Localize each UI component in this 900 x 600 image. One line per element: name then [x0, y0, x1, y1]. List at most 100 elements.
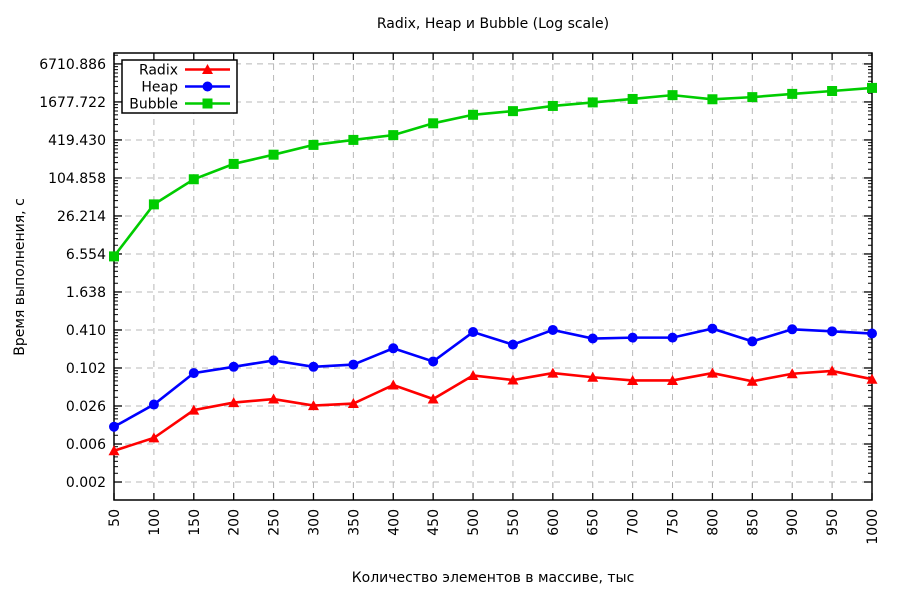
data-point-bubble: [747, 92, 758, 103]
data-point-bubble: [587, 97, 598, 108]
y-tick-label: 1.638: [66, 285, 106, 301]
data-point-radix: [467, 369, 479, 380]
x-tick-label: 700: [626, 509, 642, 536]
data-point-radix: [427, 393, 439, 404]
data-point-radix: [108, 445, 120, 456]
series-line-radix: [113, 369, 873, 453]
legend-label-bubble: Bubble: [129, 97, 178, 113]
y-tick-label: 6.554: [66, 247, 106, 263]
data-point-heap: [827, 326, 838, 337]
x-tick-label: 650: [586, 509, 602, 536]
data-point-heap: [109, 421, 119, 432]
data-point-bubble: [308, 139, 319, 150]
data-point-bubble: [228, 158, 239, 169]
data-point-radix: [627, 374, 639, 385]
y-tick-label: 0.002: [66, 475, 106, 491]
data-point-radix: [667, 374, 679, 385]
data-point-radix: [547, 367, 559, 378]
data-point-heap: [587, 333, 598, 344]
chart-title: Radix, Heap и Bubble (Log scale): [376, 16, 610, 32]
y-tick-label: 0.006: [66, 437, 106, 453]
data-point-heap: [468, 327, 479, 338]
data-point-bubble: [547, 100, 558, 111]
x-tick-label: 950: [825, 509, 841, 536]
data-point-heap: [547, 324, 558, 335]
x-tick-label: 900: [785, 509, 801, 536]
data-point-heap: [268, 355, 279, 366]
data-point-bubble: [507, 106, 518, 117]
x-tick-label: 1000: [865, 509, 881, 545]
data-point-heap: [867, 328, 877, 339]
x-axis-label: Количество элементов в массиве, тыс: [351, 570, 635, 586]
data-point-radix: [148, 432, 160, 443]
x-tick-label: 100: [147, 509, 163, 536]
data-point-bubble: [428, 118, 439, 129]
y-tick-label: 0.410: [66, 323, 106, 339]
legend-triangle-icon: [202, 64, 213, 74]
data-point-bubble: [867, 82, 877, 93]
data-point-bubble: [468, 109, 479, 120]
x-tick-label: 600: [546, 509, 562, 536]
x-tick-label: 500: [466, 509, 482, 536]
data-point-heap: [228, 361, 239, 372]
legend-label-heap: Heap: [141, 80, 178, 96]
data-point-radix: [786, 368, 798, 379]
data-point-bubble: [707, 94, 718, 105]
x-tick-label: 150: [187, 509, 203, 536]
x-tick-label: 400: [386, 509, 402, 536]
x-tick-label: 750: [666, 509, 682, 536]
data-point-heap: [507, 339, 518, 350]
data-point-bubble: [627, 93, 638, 104]
data-point-heap: [787, 324, 798, 335]
data-point-bubble: [667, 90, 678, 101]
data-point-radix: [826, 365, 838, 376]
plot-border: [113, 52, 873, 501]
y-tick-label: 26.214: [57, 209, 106, 225]
data-point-heap: [188, 368, 199, 379]
data-point-radix: [188, 404, 200, 415]
data-point-radix: [866, 373, 878, 384]
x-tick-label: 550: [506, 509, 522, 536]
x-tick-label: 450: [426, 509, 442, 536]
y-tick-label: 104.858: [48, 171, 106, 187]
data-point-bubble: [148, 199, 159, 210]
data-point-bubble: [188, 174, 199, 185]
data-point-radix: [706, 367, 718, 378]
y-tick-label: 419.430: [48, 133, 106, 149]
legend-label-radix: Radix: [139, 63, 178, 79]
x-tick-label: 250: [267, 509, 283, 536]
legend-circle-icon: [202, 81, 213, 92]
data-point-heap: [428, 356, 439, 367]
data-point-heap: [707, 323, 718, 334]
x-tick-label: 300: [306, 509, 322, 536]
data-point-radix: [228, 397, 240, 408]
data-point-radix: [387, 379, 399, 390]
legend-square-icon: [202, 98, 213, 109]
x-tick-label: 50: [107, 509, 123, 527]
data-point-bubble: [109, 251, 119, 262]
y-tick-label: 0.026: [66, 399, 106, 415]
data-point-radix: [268, 393, 280, 404]
data-point-heap: [747, 336, 758, 347]
data-point-bubble: [827, 86, 838, 97]
y-tick-label: 1677.722: [39, 95, 106, 111]
y-tick-label: 0.102: [66, 361, 106, 377]
data-point-heap: [348, 359, 359, 370]
series-line-heap: [113, 327, 873, 428]
x-tick-label: 800: [705, 509, 721, 536]
x-tick-label: 350: [346, 509, 362, 536]
data-point-heap: [627, 332, 638, 343]
data-point-heap: [148, 399, 159, 410]
data-point-radix: [507, 374, 519, 385]
data-point-bubble: [348, 134, 359, 145]
data-point-radix: [587, 371, 599, 382]
x-tick-label: 850: [745, 509, 761, 536]
x-tick-label: 200: [227, 509, 243, 536]
data-point-heap: [308, 361, 319, 372]
data-point-bubble: [388, 130, 399, 141]
data-point-radix: [307, 400, 319, 411]
y-tick-label: 6710.886: [39, 57, 106, 73]
data-point-bubble: [268, 149, 279, 160]
